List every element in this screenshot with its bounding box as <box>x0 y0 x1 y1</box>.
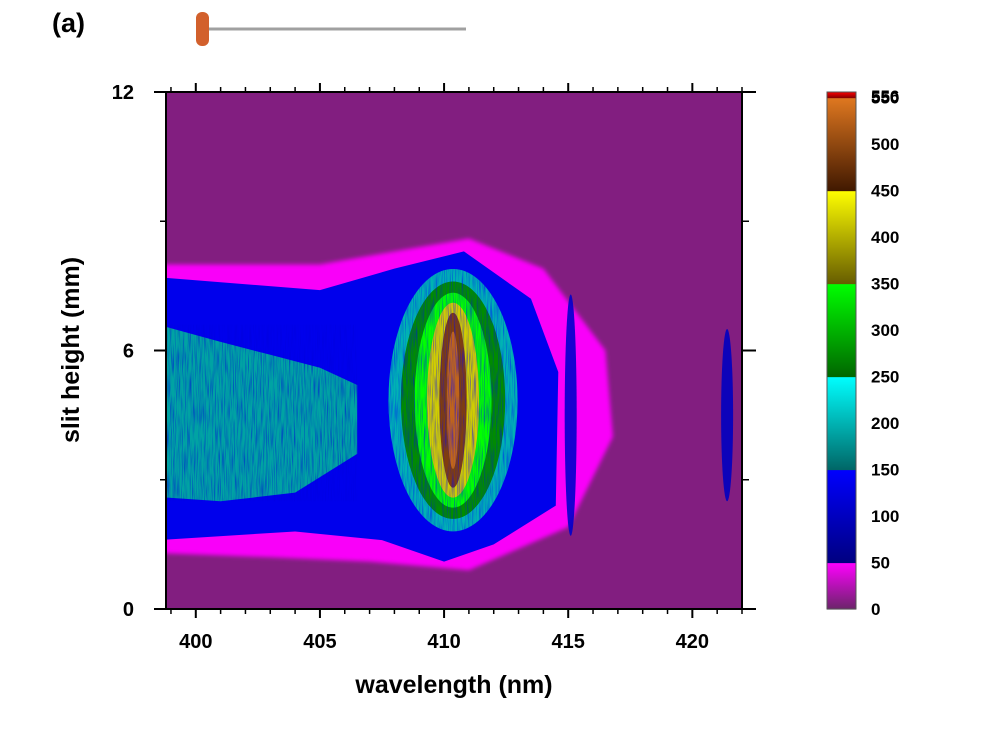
slider[interactable] <box>196 12 466 46</box>
heatmap-region <box>564 294 577 536</box>
colorbar-label: 50 <box>871 554 890 573</box>
heatmap-region <box>721 328 734 502</box>
colorbar-label: 200 <box>871 414 899 433</box>
colorbar-label: 0 <box>871 600 880 619</box>
heatmap <box>166 92 742 609</box>
colorbar-label: 550 <box>871 89 899 108</box>
x-tick-label: 405 <box>303 631 336 653</box>
y-tick-label: 12 <box>112 82 134 104</box>
axes: 400 405 410 415 420 0 6 12 <box>112 82 756 653</box>
colorbar-label: 300 <box>871 321 899 340</box>
x-tick-label: 400 <box>179 631 212 653</box>
y-tick-label: 6 <box>123 341 134 363</box>
colorbar-label: 400 <box>871 228 899 247</box>
colorbar-band <box>827 562 856 610</box>
x-tick-label: 410 <box>427 631 460 653</box>
plot-area <box>166 92 742 609</box>
x-tick-label: 420 <box>676 631 709 653</box>
colorbar-label: 450 <box>871 182 899 201</box>
colorbar-frame <box>826 91 857 610</box>
colorbar-band <box>827 283 856 378</box>
colorbar-label: 250 <box>871 368 899 387</box>
colorbar-band <box>827 376 856 471</box>
heatmap-texture <box>166 324 358 502</box>
colorbar-band <box>827 92 856 99</box>
colorbar-label: 150 <box>871 461 899 480</box>
colorbar-band <box>827 190 856 285</box>
slider-handle[interactable] <box>196 12 209 46</box>
colorbar-band <box>827 97 856 192</box>
colorbar-label: 500 <box>871 135 899 154</box>
x-axis-title: wavelength (nm) <box>354 671 552 699</box>
colorbar-band <box>827 469 856 564</box>
heatmap-texture <box>388 269 518 532</box>
y-axis-title: slit height (mm) <box>57 257 85 443</box>
x-tick-label: 415 <box>552 631 585 653</box>
y-tick-label: 0 <box>123 599 134 621</box>
colorbar-label: 100 <box>871 507 899 526</box>
colorbar-label: 556 <box>871 87 899 106</box>
panel-label: (a) <box>52 8 85 38</box>
colorbar-label: 350 <box>871 275 899 294</box>
